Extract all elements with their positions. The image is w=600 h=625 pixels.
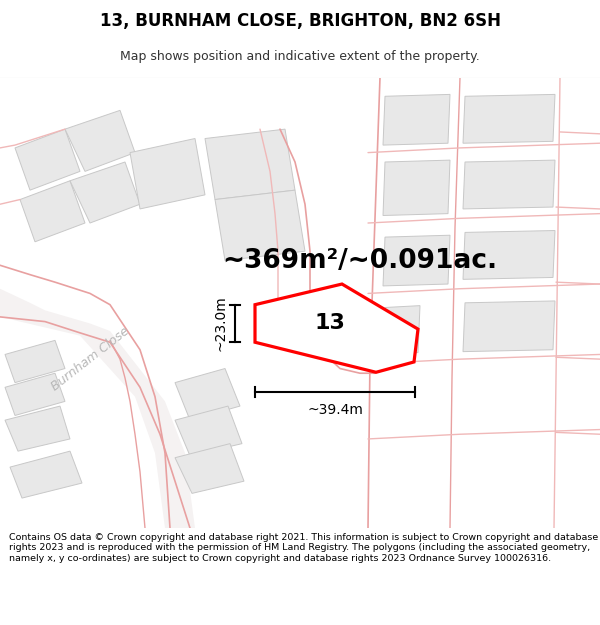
Polygon shape	[15, 129, 80, 190]
Text: ~369m²/~0.091ac.: ~369m²/~0.091ac.	[223, 248, 497, 274]
Polygon shape	[175, 369, 240, 420]
Text: ~39.4m: ~39.4m	[307, 403, 363, 418]
Polygon shape	[20, 181, 85, 242]
Polygon shape	[175, 406, 242, 456]
Polygon shape	[5, 406, 70, 451]
Polygon shape	[383, 94, 450, 145]
Polygon shape	[383, 160, 450, 216]
Polygon shape	[5, 373, 65, 416]
Polygon shape	[130, 139, 205, 209]
Polygon shape	[5, 341, 65, 382]
Text: Burnham Close: Burnham Close	[49, 325, 131, 394]
Polygon shape	[383, 235, 450, 286]
Polygon shape	[215, 190, 305, 261]
Polygon shape	[255, 284, 418, 372]
Polygon shape	[175, 444, 244, 493]
Polygon shape	[383, 306, 420, 354]
Text: Map shows position and indicative extent of the property.: Map shows position and indicative extent…	[120, 50, 480, 63]
Polygon shape	[463, 231, 555, 279]
Text: 13, BURNHAM CLOSE, BRIGHTON, BN2 6SH: 13, BURNHAM CLOSE, BRIGHTON, BN2 6SH	[100, 12, 500, 30]
Text: 13: 13	[314, 314, 346, 334]
Polygon shape	[205, 129, 295, 199]
Polygon shape	[463, 301, 555, 352]
Text: ~23.0m: ~23.0m	[213, 296, 227, 351]
Polygon shape	[463, 94, 555, 143]
Polygon shape	[463, 160, 555, 209]
Polygon shape	[65, 111, 135, 171]
Polygon shape	[0, 265, 195, 528]
Polygon shape	[10, 451, 82, 498]
Text: Contains OS data © Crown copyright and database right 2021. This information is : Contains OS data © Crown copyright and d…	[9, 533, 598, 563]
Polygon shape	[70, 162, 140, 223]
